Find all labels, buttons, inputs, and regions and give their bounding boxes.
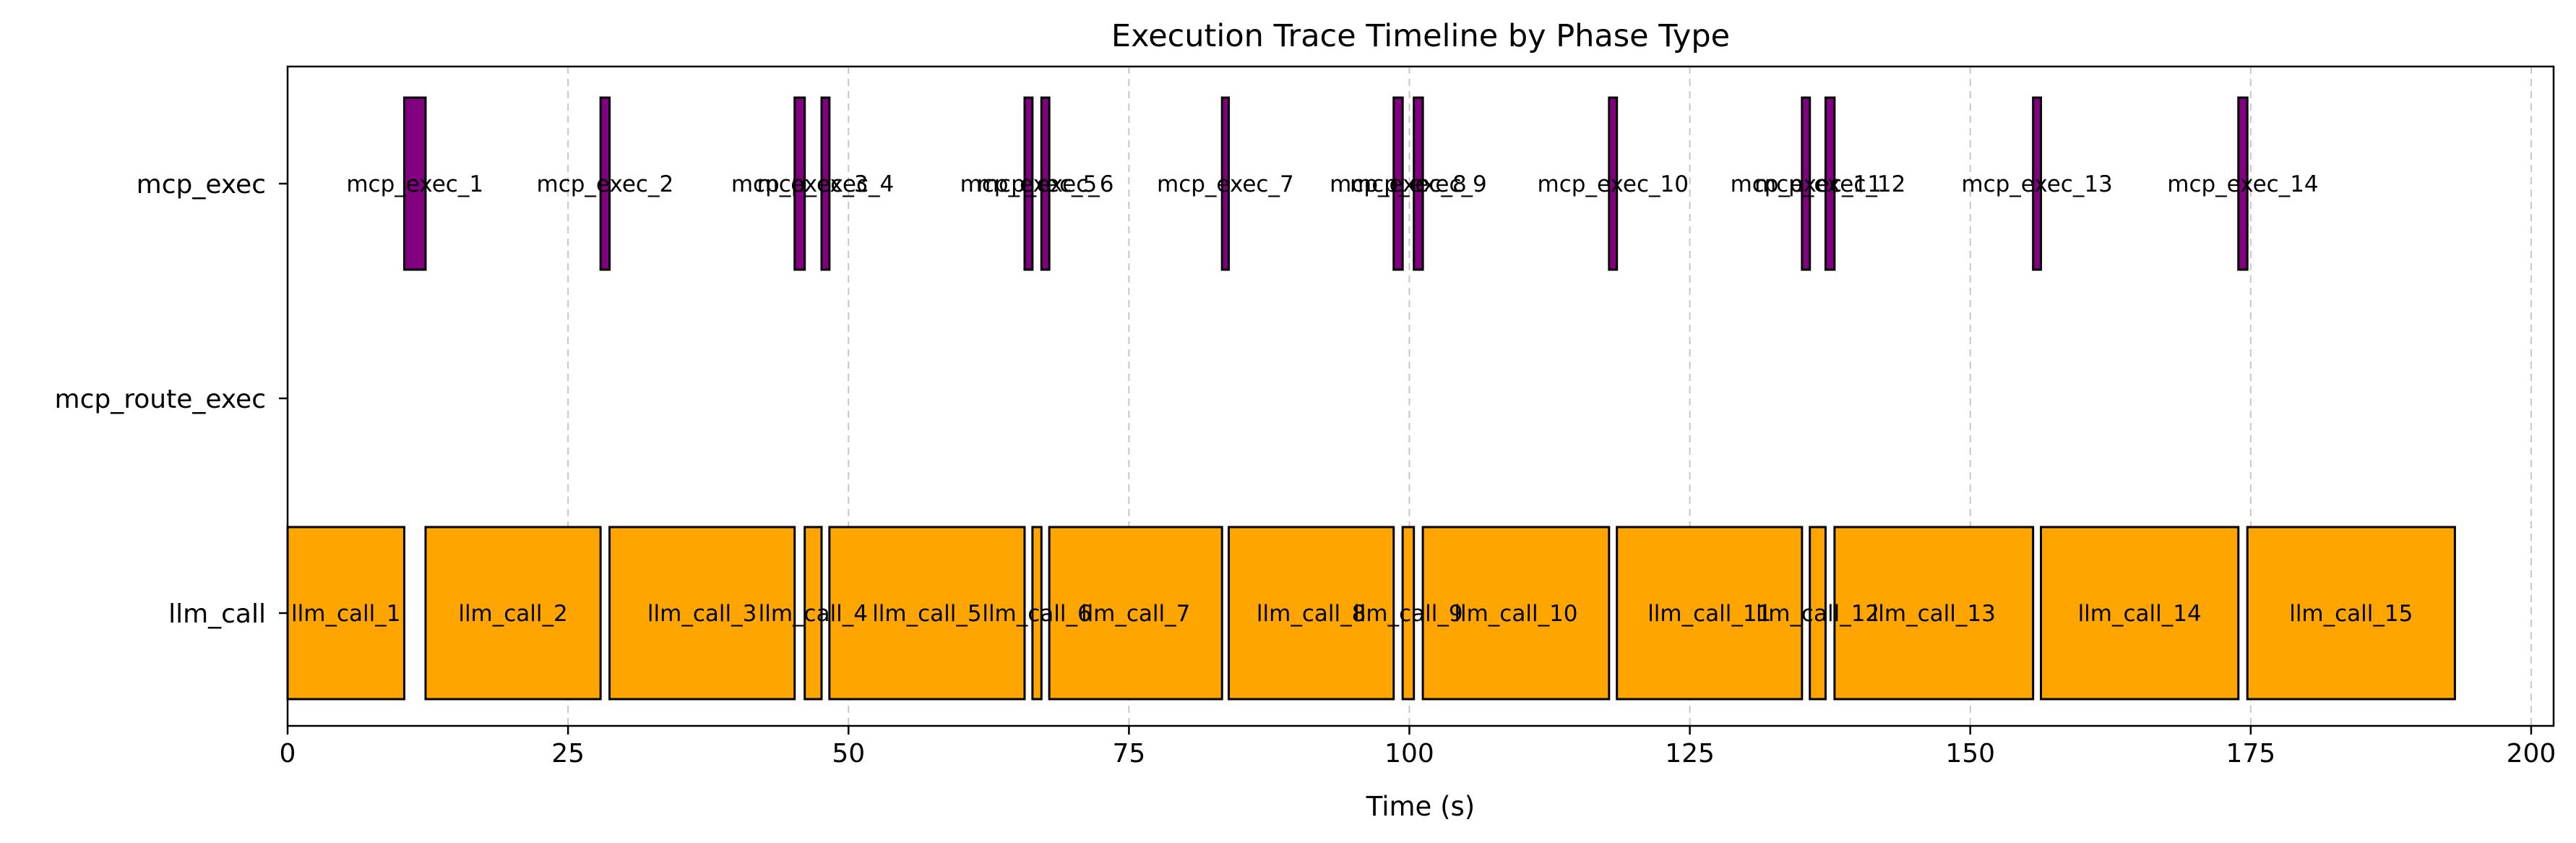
mcp-exec-bar [1824,96,1836,271]
mcp-exec-bar-label: mcp_exec_7 [1157,171,1294,197]
mcp-exec-bar-label: mcp_exec_1 [346,171,483,197]
x-tick-label: 125 [1665,739,1715,769]
mcp-exec-bar [1220,96,1231,271]
y-tick-label-mcp-exec: mcp_exec [137,170,266,200]
llm-call-bar [2246,526,2456,701]
y-axis-ticks: mcp_exec mcp_route_exec llm_call [55,170,288,629]
llm-call-bar [286,526,405,701]
mcp-exec-bar [1413,96,1424,271]
mcp-exec-bar [2237,96,2249,271]
mcp-exec-bar [2032,96,2043,271]
llm-call-bar [1228,526,1395,701]
mcp-exec-bar-label: mcp_exec_8 [1330,171,1467,197]
mcp-exec-bar-label: mcp_exec_4 [757,171,895,197]
llm-call-bar [1401,526,1416,701]
mcp-exec-bar [1392,96,1404,271]
x-tick-label: 175 [2226,739,2275,769]
mcp-exec-bar-label: mcp_exec_6 [977,171,1114,197]
llm-call-bar-label: llm_call_13 [1872,601,1996,627]
llm-call-bar [424,526,602,701]
llm-call-bar-label: llm_call_1 [291,601,400,627]
y-tick-label-mcp-route-exec: mcp_route_exec [55,385,266,414]
llm-call-bar [608,526,796,701]
llm-call-bar [1031,526,1043,701]
llm-call-bar-label: llm_call_4 [759,601,868,627]
mcp-exec-bar-label: mcp_exec_13 [1961,171,2112,197]
x-axis-label: Time (s) [1366,791,1475,822]
x-tick-label: 75 [1112,739,1145,769]
llm-call-bar [2040,526,2240,701]
llm-call-bar-label: llm_call_15 [2289,601,2413,627]
llm-call-bar [1048,526,1223,701]
llm-call-bar [804,526,823,701]
llm-call-bar-label: llm_call_11 [1647,601,1771,627]
llm-call-bar [1421,526,1611,701]
plot-frame [286,65,2555,727]
llm-call-bar-label: llm_call_12 [1756,601,1879,627]
mcp-exec-bar-label: mcp_exec_5 [960,171,1098,197]
mcp-exec-bar-label: mcp_exec_9 [1350,171,1487,197]
llm-call-bar-label: llm_call_6 [982,601,1091,627]
mcp-exec-bar-label: mcp_exec_12 [1754,171,1905,197]
mcp-exec-bar-label: mcp_exec_2 [537,171,674,197]
x-tick-label: 150 [1945,739,1995,769]
mcp-exec-bar [599,96,611,271]
llm-call-bar-label: llm_call_5 [872,601,981,627]
y-tick-label-llm-call: llm_call [168,599,266,629]
mcp-exec-bar [820,96,831,271]
chart-title: Execution Trace Timeline by Phase Type [1111,18,1730,54]
bars-layer [286,96,2456,701]
mcp-exec-bar-label: mcp_exec_11 [1731,171,1882,197]
llm-call-bar-label: llm_call_9 [1353,601,1463,627]
llm-call-bar-label: llm_call_14 [2078,601,2202,627]
mcp-exec-bar [793,96,806,271]
mcp-exec-bar [1801,96,1812,271]
x-tick-label: 25 [551,739,585,769]
mcp-exec-bar-label: mcp_exec_14 [2167,171,2318,197]
x-tick-label: 50 [832,739,865,769]
llm-call-bar-label: llm_call_10 [1454,601,1577,627]
mcp-exec-bar [402,96,427,271]
x-tick-label: 200 [2507,739,2556,769]
llm-call-bar [1616,526,1804,701]
mcp-exec-bar [1608,96,1619,271]
mcp-exec-bar-label: mcp_exec_3 [731,171,869,197]
llm-call-bar-label: llm_call_2 [458,601,567,627]
llm-call-bar-label: llm_call_3 [647,601,757,627]
mcp-exec-bar-label: mcp_exec_10 [1538,171,1689,197]
mcp-exec-bar [1040,96,1051,271]
x-axis-ticks: 0 25 50 75 100 125 150 175 200 [280,726,2556,769]
llm-call-bar [828,526,1026,701]
llm-call-bar [1809,526,1827,701]
mcp-exec-bar [1023,96,1034,271]
llm-call-bar-label: llm_call_8 [1257,601,1366,627]
x-tick-label: 0 [280,739,296,769]
bar-labels-layer: mcp_exec_1 mcp_exec_2 mcp_exec_3mcp_exec_4… [291,171,2413,627]
llm-call-bar-label: llm_call_7 [1081,601,1190,627]
x-tick-label: 100 [1384,739,1434,769]
llm-call-bar [1833,526,2035,701]
